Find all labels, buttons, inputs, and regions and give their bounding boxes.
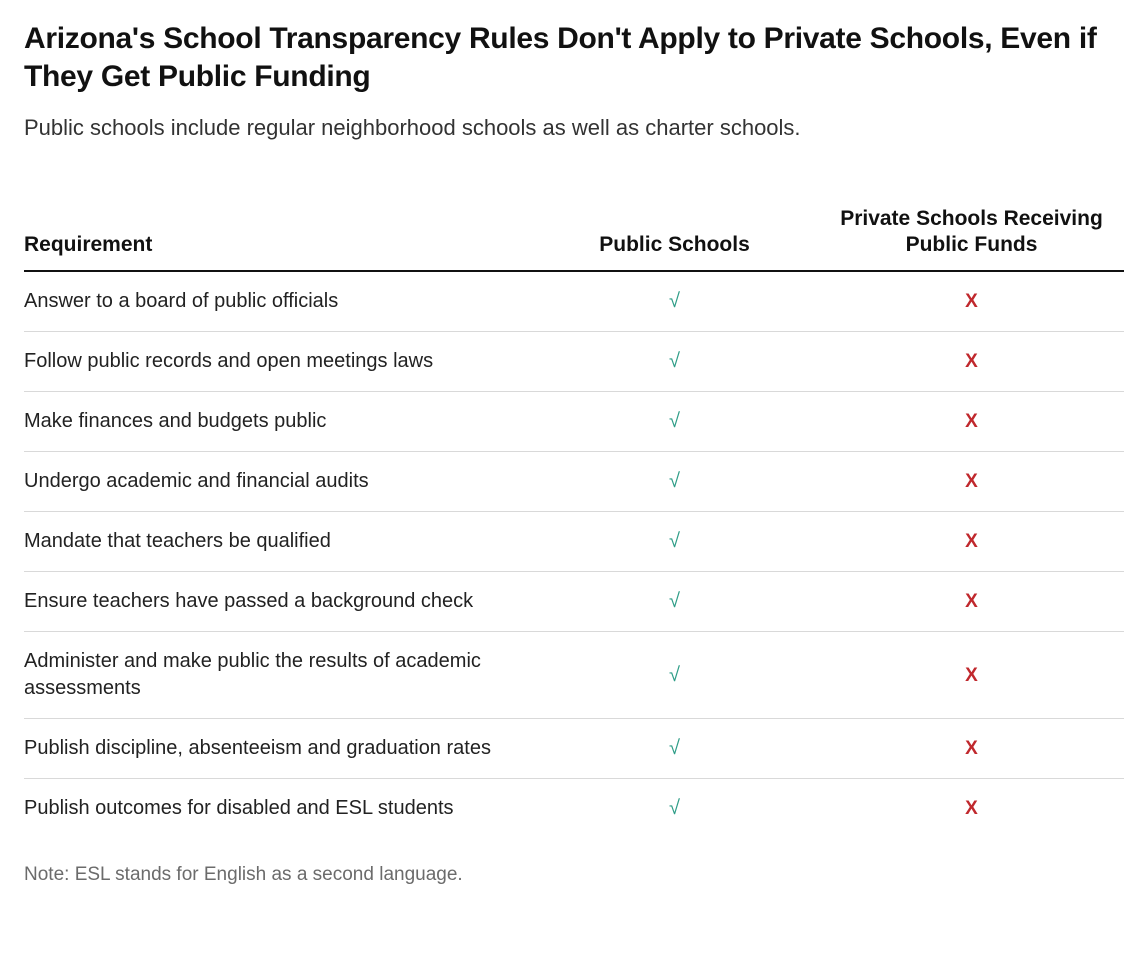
- requirement-cell: Make finances and budgets public: [24, 392, 530, 452]
- transparency-table: Requirement Public Schools Private Schoo…: [24, 196, 1124, 839]
- check-icon: √: [669, 290, 680, 312]
- requirement-cell: Ensure teachers have passed a background…: [24, 572, 530, 632]
- cross-icon: X: [965, 411, 978, 432]
- requirement-cell: Mandate that teachers be qualified: [24, 512, 530, 572]
- private-cell: X: [827, 572, 1124, 632]
- col-requirement: Requirement: [24, 196, 530, 272]
- table-row: Publish outcomes for disabled and ESL st…: [24, 779, 1124, 839]
- table-row: Make finances and budgets public √ X: [24, 392, 1124, 452]
- public-cell: √: [530, 332, 827, 392]
- public-cell: √: [530, 719, 827, 779]
- cross-icon: X: [965, 798, 978, 819]
- table-row: Answer to a board of public officials √ X: [24, 271, 1124, 332]
- cross-icon: X: [965, 471, 978, 492]
- check-icon: √: [669, 664, 680, 686]
- private-cell: X: [827, 332, 1124, 392]
- table-row: Follow public records and open meetings …: [24, 332, 1124, 392]
- check-icon: √: [669, 737, 680, 759]
- public-cell: √: [530, 779, 827, 839]
- check-icon: √: [669, 410, 680, 432]
- table-row: Publish discipline, absenteeism and grad…: [24, 719, 1124, 779]
- requirement-cell: Undergo academic and financial audits: [24, 452, 530, 512]
- public-cell: √: [530, 392, 827, 452]
- table-row: Ensure teachers have passed a background…: [24, 572, 1124, 632]
- table-row: Mandate that teachers be qualified √ X: [24, 512, 1124, 572]
- cross-icon: X: [965, 591, 978, 612]
- table-row: Undergo academic and financial audits √ X: [24, 452, 1124, 512]
- check-icon: √: [669, 350, 680, 372]
- private-cell: X: [827, 632, 1124, 719]
- page-subtitle: Public schools include regular neighborh…: [24, 113, 1124, 144]
- page-title: Arizona's School Transparency Rules Don'…: [24, 20, 1124, 95]
- public-cell: √: [530, 271, 827, 332]
- public-cell: √: [530, 572, 827, 632]
- cross-icon: X: [965, 291, 978, 312]
- private-cell: X: [827, 392, 1124, 452]
- cross-icon: X: [965, 531, 978, 552]
- public-cell: √: [530, 452, 827, 512]
- col-private: Private Schools Receiving Public Funds: [827, 196, 1124, 272]
- private-cell: X: [827, 452, 1124, 512]
- public-cell: √: [530, 632, 827, 719]
- check-icon: √: [669, 797, 680, 819]
- private-cell: X: [827, 271, 1124, 332]
- requirement-cell: Answer to a board of public officials: [24, 271, 530, 332]
- requirement-cell: Administer and make public the results o…: [24, 632, 530, 719]
- cross-icon: X: [965, 351, 978, 372]
- private-cell: X: [827, 719, 1124, 779]
- cross-icon: X: [965, 738, 978, 759]
- check-icon: √: [669, 530, 680, 552]
- check-icon: √: [669, 590, 680, 612]
- requirement-cell: Follow public records and open meetings …: [24, 332, 530, 392]
- private-cell: X: [827, 512, 1124, 572]
- public-cell: √: [530, 512, 827, 572]
- check-icon: √: [669, 470, 680, 492]
- requirement-cell: Publish outcomes for disabled and ESL st…: [24, 779, 530, 839]
- table-row: Administer and make public the results o…: [24, 632, 1124, 719]
- private-cell: X: [827, 779, 1124, 839]
- table-header-row: Requirement Public Schools Private Schoo…: [24, 196, 1124, 272]
- footnote: Note: ESL stands for English as a second…: [24, 864, 1124, 886]
- cross-icon: X: [965, 665, 978, 686]
- col-public: Public Schools: [530, 196, 827, 272]
- requirement-cell: Publish discipline, absenteeism and grad…: [24, 719, 530, 779]
